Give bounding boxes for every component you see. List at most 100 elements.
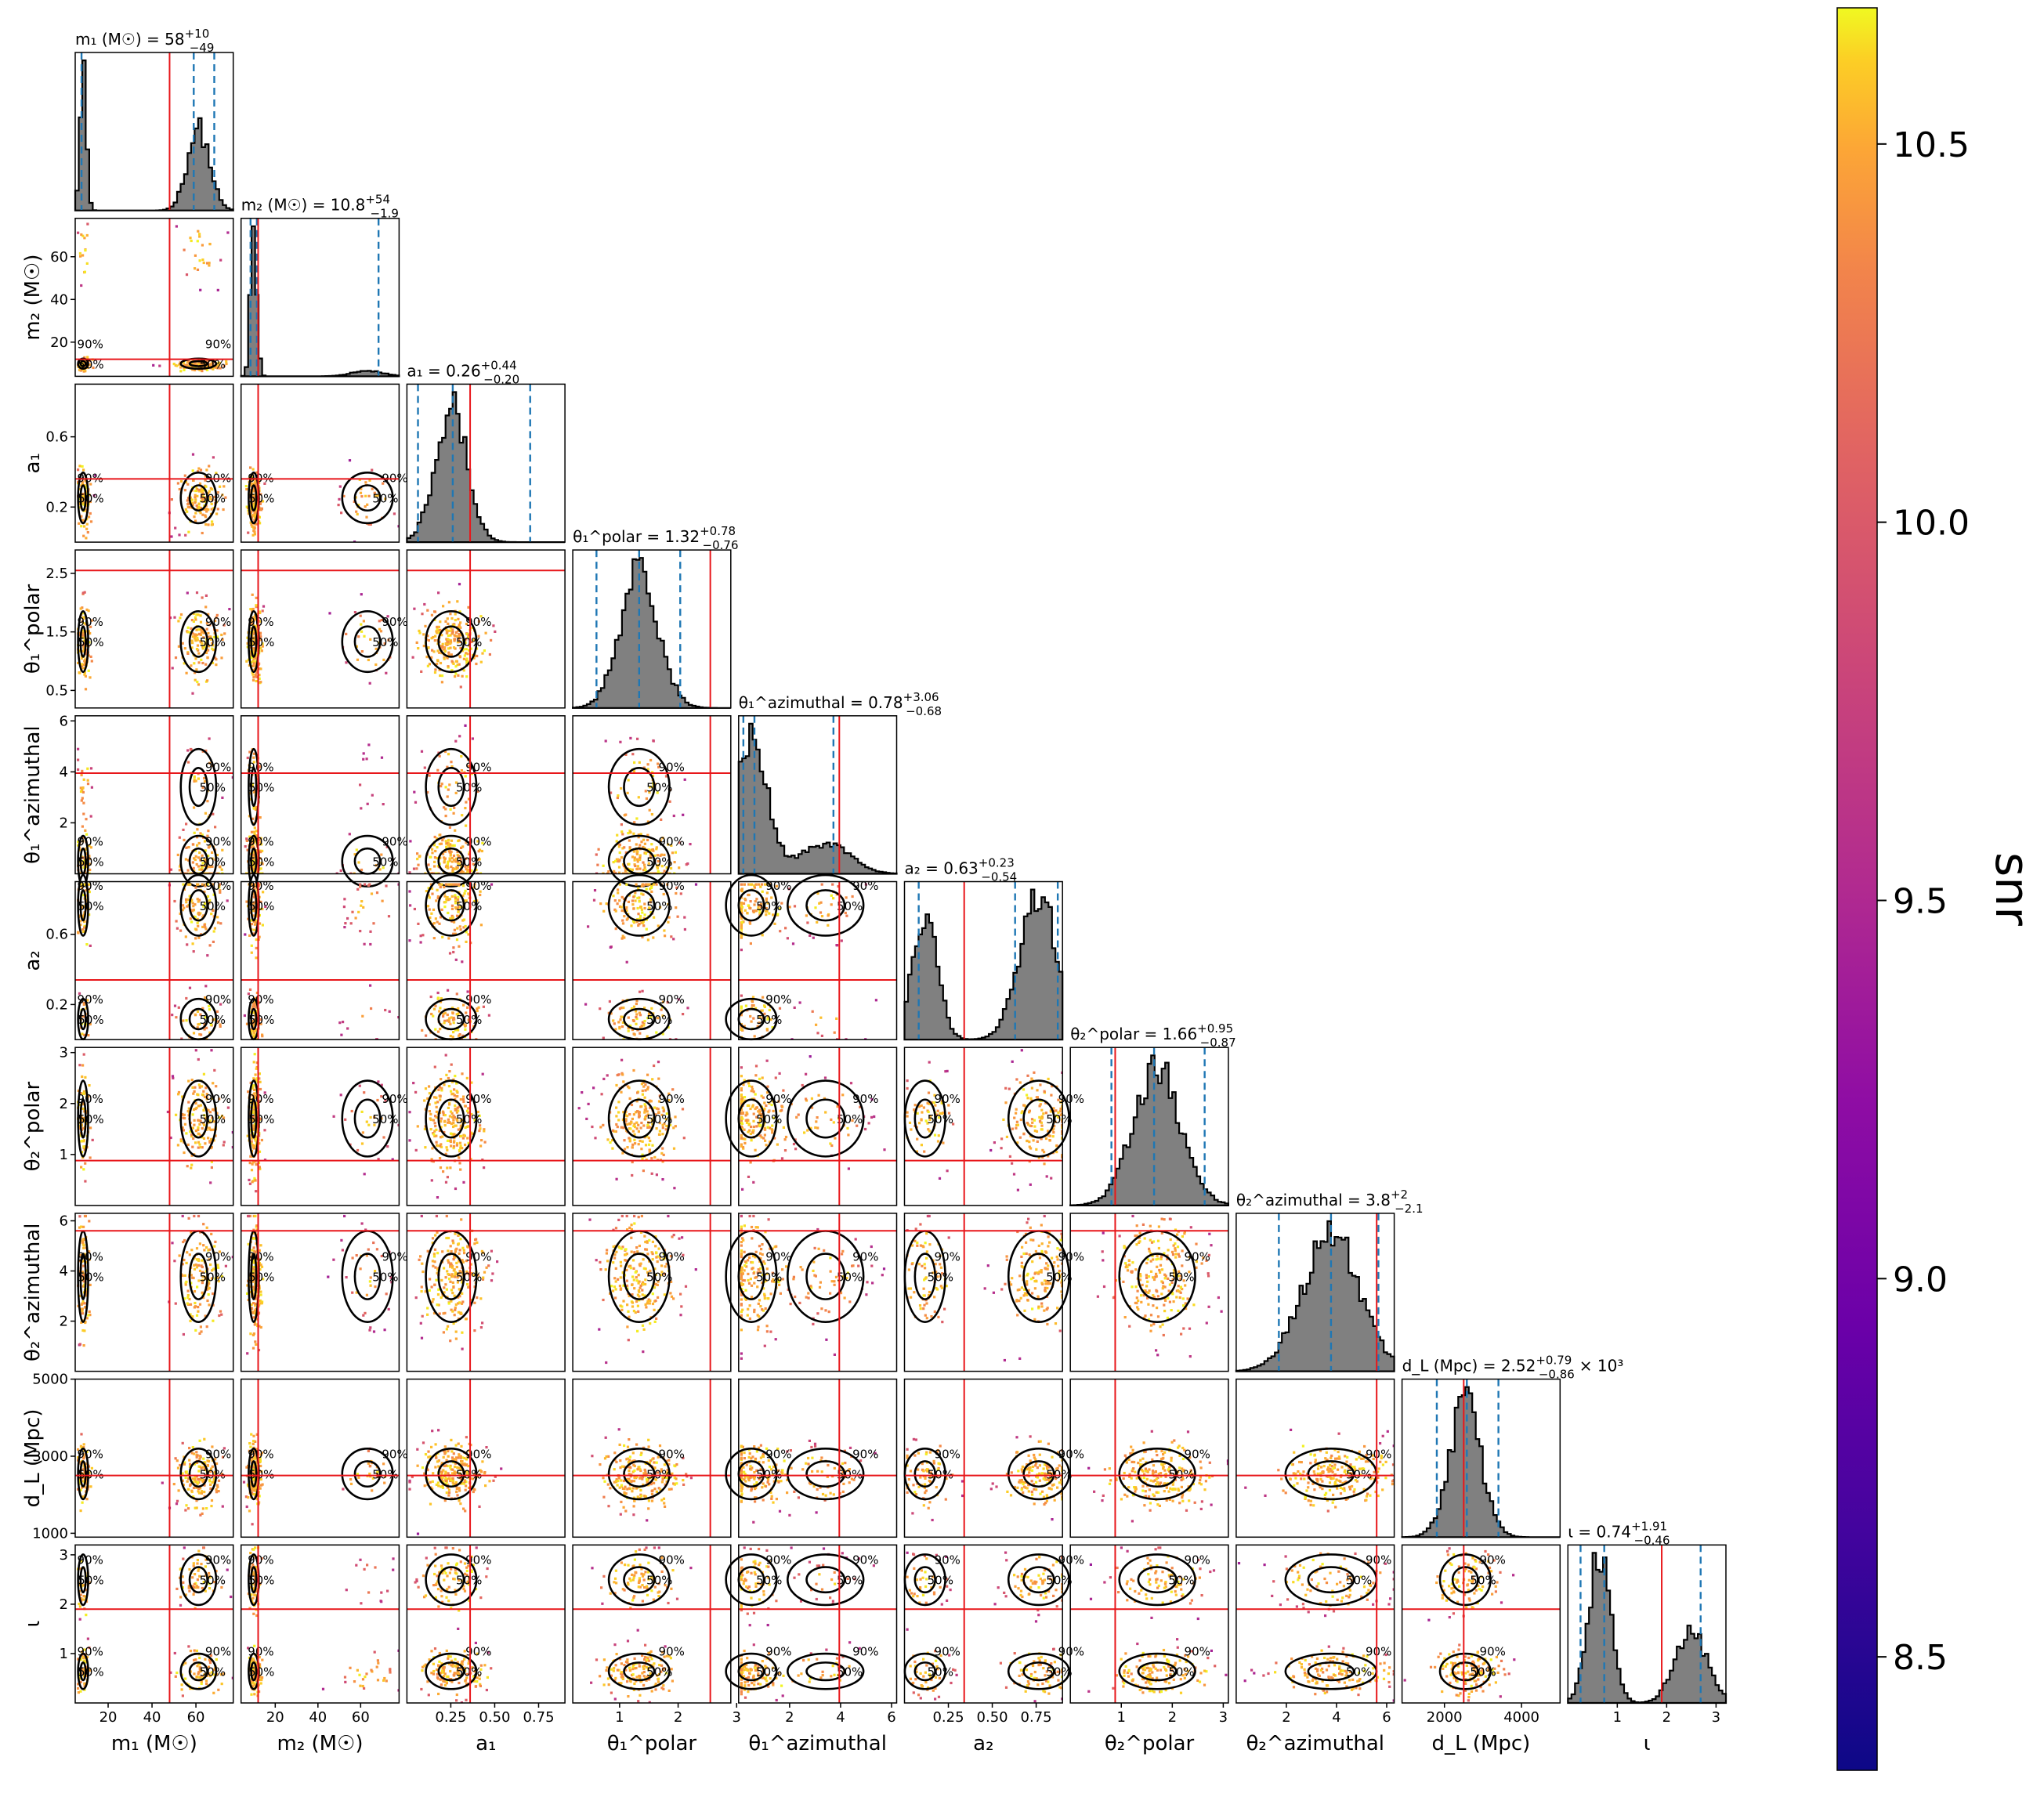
scatter-point [472, 862, 475, 866]
hist-a1: a₁ = 0.26+0.44 −0.20 [406, 358, 566, 544]
scatter-point [443, 856, 446, 859]
scatter-point [258, 1142, 261, 1145]
contour-label-50: 50% [456, 899, 482, 913]
scatter-point [752, 1112, 755, 1115]
scatter-point [761, 934, 764, 937]
contour-90 [425, 747, 478, 826]
scatter-point [216, 367, 219, 370]
scatter-point [446, 631, 449, 634]
scatter-point [252, 1077, 255, 1080]
scatter-point [463, 654, 466, 657]
scatter-point [179, 613, 183, 616]
scatter-point [743, 1025, 746, 1028]
scatter-point [251, 664, 255, 667]
scatter-point [758, 1117, 762, 1120]
scatter-point [80, 886, 83, 889]
scatter-point [443, 1021, 446, 1025]
contour-label-50: 50% [646, 781, 672, 795]
scatter-point [204, 523, 208, 526]
scatter-point [452, 1125, 455, 1129]
scatter-point [654, 1113, 657, 1116]
scatter-point [642, 869, 646, 872]
scatter-point [615, 1123, 618, 1126]
scatter-point [187, 846, 190, 849]
scatter-point [475, 662, 478, 666]
scatter-point [208, 844, 212, 848]
scatter-point [447, 788, 450, 791]
scatter-point [754, 900, 757, 903]
scatter-point [646, 1123, 649, 1126]
scatter-point [188, 506, 191, 509]
scatter-point [196, 680, 199, 684]
scatter-point [85, 872, 88, 874]
scatter-point [219, 258, 222, 262]
contour-label-50: 50% [200, 781, 226, 795]
scatter-point [633, 863, 636, 866]
scatter-point [663, 853, 666, 856]
scatter-point [457, 1012, 460, 1015]
scatter-point [197, 777, 200, 780]
scatter-point [436, 895, 440, 898]
scatter-point [477, 634, 480, 638]
scatter-point [740, 994, 743, 997]
scatter-point [204, 1142, 207, 1145]
contour-label-90: 90% [382, 834, 407, 848]
scatter-point [183, 872, 186, 874]
scatter-point [794, 1148, 798, 1151]
scatter-point [682, 813, 685, 816]
scatter-point [77, 747, 80, 750]
scatter-point [430, 1012, 433, 1016]
scatter-point [457, 895, 460, 898]
scatter-point [191, 902, 194, 905]
scatter-point [452, 1119, 455, 1122]
scatter-point [452, 662, 455, 665]
scatter-point [768, 912, 771, 915]
scatter-point [374, 647, 378, 650]
contour-label-50: 50% [646, 899, 672, 913]
scatter-point [250, 1137, 253, 1140]
scatter-point [248, 1010, 251, 1014]
scatter-point [210, 1128, 213, 1132]
scatter-point [204, 884, 207, 888]
scatter-point [425, 890, 428, 893]
panel-frame [74, 715, 234, 875]
scatter-point [447, 860, 450, 863]
scatter-point [201, 866, 204, 869]
scatter-point [461, 919, 465, 922]
scatter-point [467, 933, 470, 936]
scatter-point [251, 496, 255, 499]
scatter-point [196, 844, 199, 847]
scatter-point [260, 649, 263, 653]
scatter-point [85, 638, 89, 641]
scatter-point [471, 1132, 474, 1135]
scatter-point [81, 1064, 85, 1067]
scatter-point [212, 1018, 216, 1021]
scatter-point [636, 896, 639, 900]
scatter-point [644, 1089, 647, 1092]
scatter-point [599, 902, 602, 906]
scatter-point [476, 654, 479, 658]
scatter-point [187, 859, 190, 862]
y-axis-label: θ₁^azimuthal [21, 725, 45, 864]
scatter-point [577, 1107, 581, 1110]
scatter-point [193, 1123, 196, 1126]
contour-90 [787, 873, 865, 937]
scatter-point [77, 768, 80, 772]
contour-label-50: 50% [372, 855, 398, 869]
scatter-point [80, 1140, 83, 1143]
scatter-point [447, 1118, 450, 1121]
scatter-point [369, 638, 372, 641]
scatter-point [81, 1032, 84, 1036]
scatter-point [674, 1115, 677, 1119]
scatter-point [181, 1126, 184, 1130]
scatter-point [208, 944, 212, 947]
scatter-point [795, 1115, 798, 1119]
scatter-point [427, 887, 430, 890]
scatter-point [259, 647, 262, 650]
scatter-point [642, 1124, 646, 1127]
scatter-point [636, 1091, 639, 1094]
scatter-point [766, 902, 769, 905]
scatter-point [658, 1133, 661, 1136]
scatter-point [251, 914, 255, 917]
